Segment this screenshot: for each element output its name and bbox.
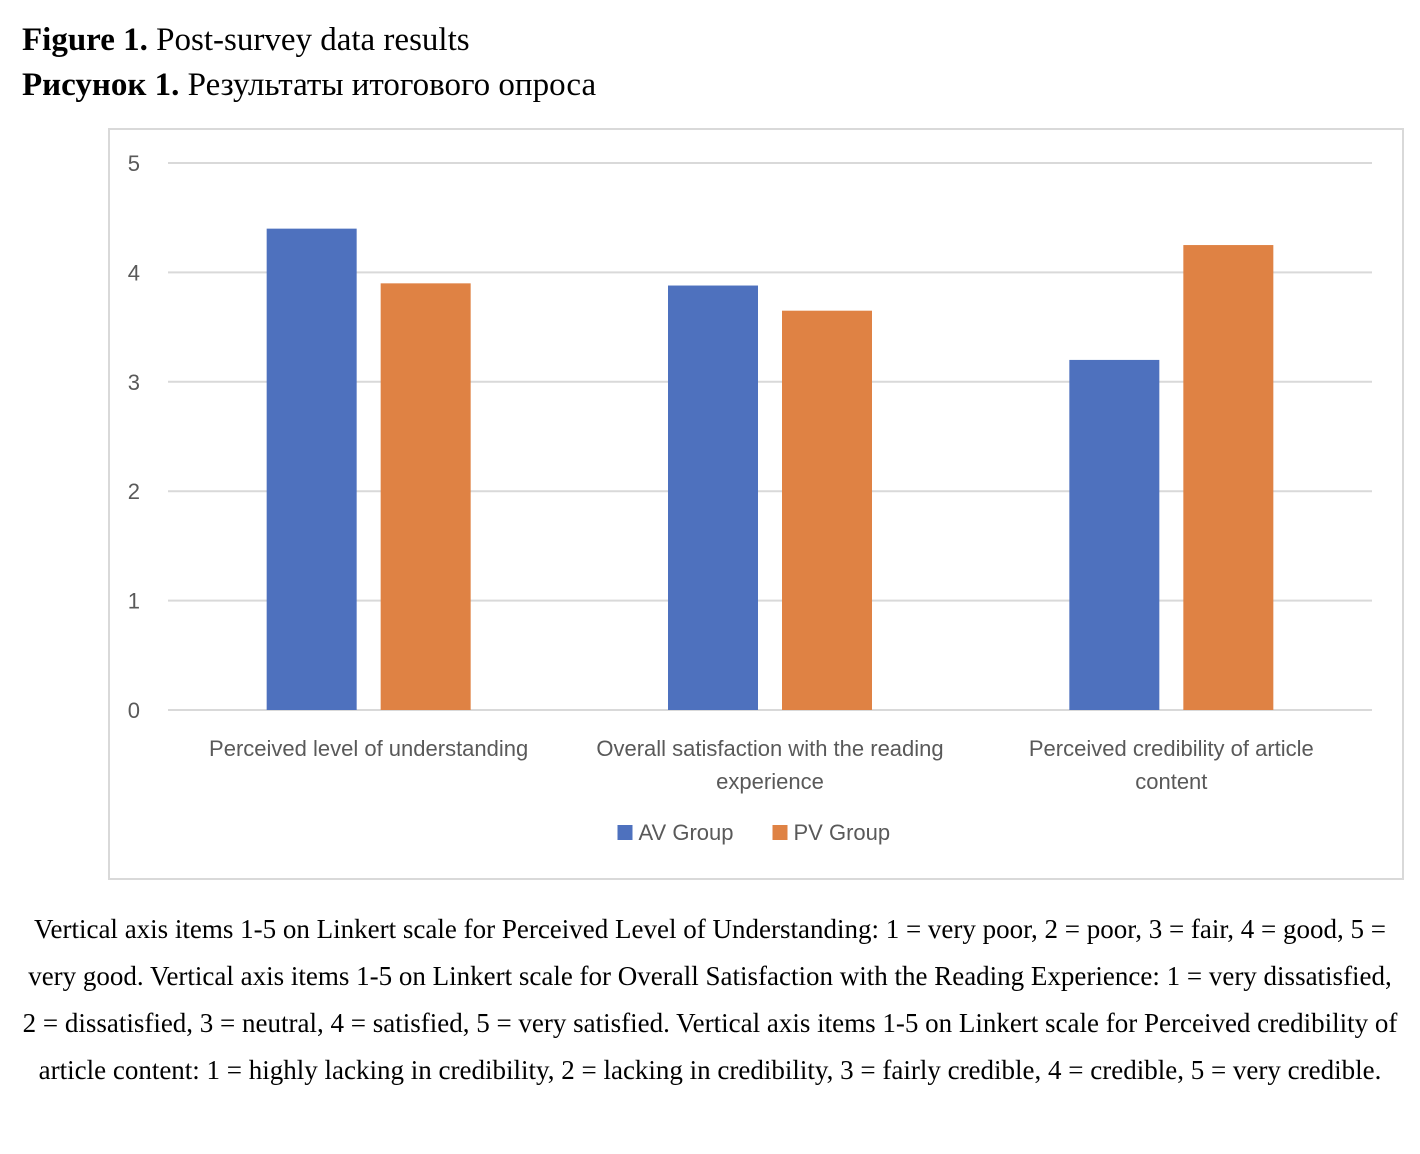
y-tick-label: 5	[128, 151, 140, 176]
legend-swatch	[772, 825, 788, 840]
figure-title-russian: Рисунок 1. Результаты итогового опроса	[22, 63, 1402, 108]
legend-label: AV Group	[639, 820, 734, 845]
chart-frame: 0 1 2 3 4 5 Perceived level of understanding Ov…	[108, 128, 1404, 880]
x-category-label: Perceived level of understanding	[209, 736, 528, 761]
legend-label: PV Group	[794, 820, 891, 845]
x-category-label: experience	[716, 769, 824, 794]
figure-label-russian: Рисунок 1.	[22, 67, 180, 103]
figure-title: Figure 1. Post-survey data results Рисун…	[22, 18, 1402, 108]
y-tick-label: 2	[128, 479, 140, 504]
x-category-label: Overall satisfaction with the reading	[596, 736, 943, 761]
bar-av-group	[668, 285, 758, 710]
bar-av-group	[266, 228, 357, 710]
x-category-label: Perceived credibility of article	[1029, 736, 1314, 761]
y-tick-label: 3	[128, 370, 140, 395]
y-tick-label: 0	[128, 698, 140, 723]
bar-pv-group	[782, 310, 872, 710]
legend-swatch	[617, 825, 633, 840]
bar-pv-group	[1183, 245, 1274, 711]
figure-title-text-english: Post-survey data results	[147, 22, 470, 58]
y-tick-label: 4	[128, 260, 140, 285]
y-tick-label: 1	[128, 589, 140, 614]
x-category-label: content	[1135, 769, 1207, 794]
figure-label-english: Figure 1.	[22, 22, 148, 58]
bar-chart: 0 1 2 3 4 5 Perceived level of understanding Ov…	[128, 151, 1372, 845]
bar-av-group	[1069, 359, 1160, 710]
figure-title-english: Figure 1. Post-survey data results	[22, 18, 1402, 63]
figure-caption: Vertical axis items 1-5 on Linkert scale…	[22, 914, 1398, 1085]
figure-title-text-russian: Результаты итогового опроса	[179, 67, 597, 103]
bar-pv-group	[380, 283, 471, 710]
